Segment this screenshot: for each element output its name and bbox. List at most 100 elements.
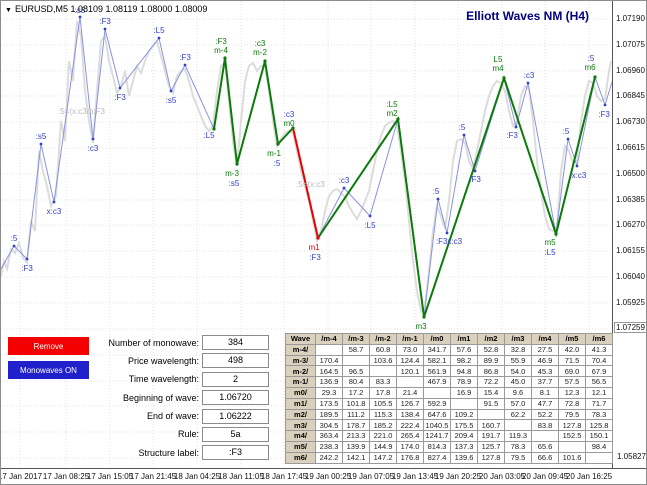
wave-label: :F3x:c3	[436, 237, 463, 246]
wave-table-cell	[450, 397, 478, 410]
field-input[interactable]: 5a	[202, 426, 269, 442]
wave-table-header: /m-4	[315, 333, 343, 345]
wave-table-cell: 54.0	[504, 365, 532, 378]
wave-point	[502, 76, 506, 80]
wave-table-row: m6/242.2 142.1 147.2 176.8 827.4 139.6 127.8 79…	[285, 451, 613, 464]
wave-table-row: m3/304.5 178.7 185.2 222.4 1040.5 175.5 160.7 8…	[285, 419, 613, 432]
wave-table-cell: 42.0	[558, 343, 586, 356]
wave-table-cell: 29.3	[315, 386, 343, 399]
wave-table-cell: 47.7	[531, 397, 559, 410]
time-tick: 18 Jan 04:25	[173, 472, 221, 481]
price-axis[interactable]: 1.07190 1.07075 1.06960 1.06845 1.06730 1.066…	[612, 1, 646, 468]
quote-bar[interactable]: ▼ EURUSD,M5 1.08109 1.08119 1.08000 1.080…	[5, 4, 207, 14]
wave-table-cell: 83.3	[369, 376, 397, 388]
wave-point	[25, 257, 29, 261]
price-tick: 1.06845	[616, 91, 645, 100]
wave-point	[436, 197, 440, 201]
wave-table-cell: 72.8	[558, 397, 586, 410]
chart-plot[interactable]: :5:F3:s5 x:c3:s5:c3:F3:F3:L5:s5:F3:L5:F3 m…	[1, 1, 612, 468]
wave-label: :5	[274, 159, 281, 168]
wave-table-cell	[369, 365, 397, 378]
symbol-dropdown-icon[interactable]: ▼	[5, 7, 12, 14]
wave-table-cell: 582.1	[423, 354, 451, 367]
wave-table-cell: 176.8	[396, 451, 424, 464]
price-tick: 1.05925	[616, 298, 645, 307]
wave-label: :c3	[284, 110, 295, 119]
time-tick: 17 Jan 15:05	[86, 472, 134, 481]
wave-table-cell: 144.9	[369, 440, 397, 453]
wave-point	[342, 186, 346, 190]
wave-point	[603, 103, 607, 107]
wave-label: :c3	[88, 144, 99, 153]
wave-point	[575, 164, 579, 168]
wave-table-cell: 80.4	[342, 376, 370, 388]
wave-label: :F3	[99, 17, 111, 26]
wave-table-cell: 137.3	[450, 440, 478, 453]
wave-table-row-header: m6/	[285, 451, 316, 464]
wave-table-cell: 52.8	[477, 343, 505, 356]
wave-point	[91, 137, 95, 141]
wave-table-cell: 191.7	[477, 430, 505, 442]
wave-label: :L5	[544, 248, 556, 257]
wave-table-header: /m-3	[342, 333, 370, 345]
wave-label: :5	[433, 187, 440, 196]
wave-table-cell: 119.3	[504, 430, 532, 442]
wave-table-cell: 139.9	[342, 440, 370, 453]
wave-table-row: m4/363.4 213.3 221.0 265.4 1241.7 209.4 191.7 1…	[285, 430, 613, 442]
remove-button[interactable]: Remove	[8, 337, 89, 355]
wave-table-cell: 45.0	[504, 376, 532, 388]
monowaves-toggle-button[interactable]: Monowaves ON	[8, 361, 89, 379]
wave-point	[368, 214, 372, 218]
panel-field-row: Time wavelength: 2	[89, 371, 269, 387]
panel-field-row: Beginning of wave: 1.06720	[89, 390, 269, 406]
wave-label: :s5	[75, 6, 86, 15]
field-input[interactable]: 1.06720	[202, 390, 269, 406]
time-tick: 19 Jan 07:05	[347, 472, 395, 481]
time-tick: 17 Jan 08:25	[42, 472, 90, 481]
wave-point	[445, 231, 449, 235]
wave-table-cell: 70.4	[585, 354, 613, 367]
wave-table-cell: 12.1	[585, 386, 613, 399]
field-input[interactable]: 498	[202, 353, 269, 369]
quote-text: EURUSD,M5 1.08109 1.08119 1.08000 1.0800…	[14, 4, 208, 14]
wave-line	[317, 74, 596, 318]
wave-table-cell: 139.6	[450, 451, 478, 464]
wave-label: m2	[386, 109, 398, 118]
wave-point	[566, 137, 570, 141]
time-tick: 18 Jan 17:45	[260, 472, 308, 481]
field-input[interactable]: :F3	[202, 445, 269, 461]
wave-label: :s5	[36, 132, 47, 141]
wave-label: :5	[11, 234, 18, 243]
wave-table-cell: 78.9	[450, 376, 478, 388]
wave-table-cell: 1040.5	[423, 419, 451, 432]
wave-table-cell: 222.4	[396, 419, 424, 432]
time-axis[interactable]: 17 Jan 2017 17 Jan 08:25 17 Jan 15:05 17 Ja…	[1, 468, 646, 484]
wave-table-header: /m0	[423, 333, 451, 345]
price-tick: 1.06730	[616, 117, 645, 126]
wave-line	[1, 16, 612, 318]
wave-table-cell: 41.3	[585, 343, 613, 356]
wave-table-cell: 126.7	[396, 397, 424, 410]
wave-point	[514, 125, 518, 129]
wave-table-cell: 78.3	[504, 440, 532, 453]
field-input[interactable]: 384	[202, 335, 269, 350]
wave-point	[316, 236, 320, 240]
wave-point	[422, 315, 426, 319]
wave-table-cell: 55.9	[504, 354, 532, 367]
wave-table-row: m2/189.5 111.2 115.3 138.4 647.6 109.2 62.2 52.…	[285, 408, 613, 421]
panel-fields: Number of monowave: 384 Price wavelength: 4…	[89, 335, 269, 464]
wave-table-row: m-3/170.4 103.6 124.4 582.1 98.2 89.9 55.9 46.9…	[285, 354, 613, 367]
wave-label: :L5	[386, 100, 398, 109]
time-tick: 20 Jan 16:25	[565, 472, 613, 481]
field-input[interactable]: 2	[202, 371, 269, 387]
wave-table-cell: 160.7	[477, 419, 505, 432]
wave-table-cell	[504, 419, 532, 432]
wave-table-cell: 83.8	[531, 419, 559, 432]
wave-table-cell: 170.4	[315, 354, 343, 367]
wave-table: Wave/m-4/m-3/m-2/m-1/m0/m1/m2/m3/m4/m5/m…	[285, 333, 613, 464]
wave-table-cell: 127.8	[477, 451, 505, 464]
field-input[interactable]: 1.06222	[202, 408, 269, 424]
wave-point	[235, 162, 239, 166]
wave-table-cell: 136.9	[315, 376, 343, 388]
